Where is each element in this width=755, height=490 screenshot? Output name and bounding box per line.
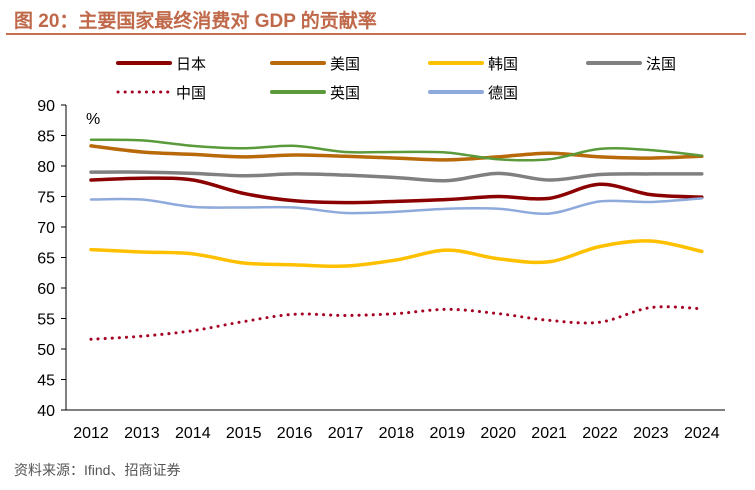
x-tick-label: 2014: [175, 425, 211, 442]
series-line-2: [89, 239, 704, 269]
y-tick-label: 70: [37, 220, 55, 237]
y-tick-label: 40: [37, 403, 55, 420]
source-note: 资料来源：Ifind、招商证券: [14, 462, 181, 478]
y-tick-label: 80: [37, 159, 55, 176]
x-tick-label: 2020: [480, 425, 516, 442]
series-line-0: [89, 176, 704, 205]
series-line-4: [89, 305, 704, 341]
legend-label: 日本: [176, 56, 206, 73]
y-axis-unit: %: [86, 111, 100, 128]
x-tick-label: 2023: [633, 425, 669, 442]
series-line-5: [89, 138, 704, 162]
legend-label: 法国: [646, 56, 676, 73]
y-tick-label: 60: [37, 281, 55, 298]
x-tick-label: 2012: [73, 425, 109, 442]
figure-title: 图 20：主要国家最终消费对 GDP 的贡献率: [14, 11, 377, 32]
x-tick-label: 2021: [531, 425, 567, 442]
y-tick-label: 85: [37, 129, 55, 146]
series-line-3: [89, 170, 704, 183]
x-tick-label: 2017: [328, 425, 364, 442]
series-line-1: [89, 144, 704, 162]
y-tick-label: 50: [37, 342, 55, 359]
legend-label: 德国: [488, 84, 518, 102]
x-tick-label: 2015: [226, 425, 262, 442]
x-tick-label: 2024: [684, 425, 720, 442]
x-tick-label: 2016: [277, 425, 313, 442]
y-tick-label: 75: [37, 190, 55, 207]
x-tick-label: 2018: [379, 425, 415, 442]
y-tick-label: 45: [37, 373, 55, 390]
x-tick-label: 2019: [430, 425, 466, 442]
x-tick-label: 2022: [582, 425, 618, 442]
y-tick-label: 90: [37, 98, 55, 115]
y-tick-label: 55: [37, 312, 55, 329]
title-divider: [6, 33, 746, 35]
legend-label: 中国: [176, 85, 206, 102]
legend-label: 英国: [330, 84, 360, 102]
legend-label: 美国: [330, 56, 360, 73]
legend-label: 韩国: [488, 56, 518, 73]
series-line-6: [89, 197, 704, 216]
x-tick-label: 2013: [124, 425, 160, 442]
y-tick-label: 65: [37, 251, 55, 268]
